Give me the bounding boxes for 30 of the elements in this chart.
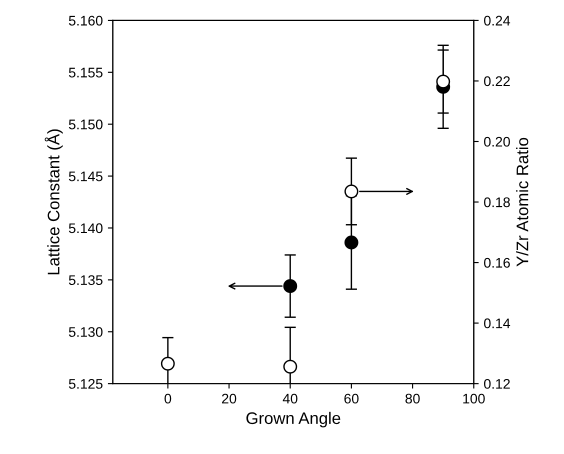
point — [283, 279, 298, 294]
x-tick-label: 100 — [463, 394, 485, 404]
x-tick-label: 60 — [344, 394, 359, 404]
y2-tick-label: 0.14 — [484, 318, 510, 328]
y-tick-label: 5.135 — [68, 275, 102, 286]
x-tick-label: 20 — [222, 394, 236, 404]
x-tick-label: 40 — [282, 394, 298, 404]
point — [344, 184, 358, 198]
y2-tick-label: 0.12 — [484, 378, 510, 389]
point — [436, 74, 450, 89]
y2-tick-label: 0.20 — [484, 136, 510, 147]
point — [344, 236, 358, 250]
y2-tick-label: 0.22 — [484, 76, 510, 86]
y-tick-label: 5.130 — [68, 327, 103, 337]
x-tick-label: 80 — [405, 394, 420, 404]
y-axis-title: Lattice Constant (Å) — [44, 129, 63, 274]
point — [160, 356, 175, 371]
point — [283, 360, 298, 374]
y-tick-label: 5.145 — [68, 172, 102, 182]
y2-tick-label: 0.18 — [484, 197, 510, 208]
y-tick-label: 5.155 — [68, 68, 102, 78]
y-tick-label: 5.140 — [68, 223, 103, 234]
x-tick-label: 0 — [164, 394, 172, 404]
y-tick-label: 5.160 — [68, 16, 103, 26]
y-tick-label: 5.125 — [68, 378, 102, 389]
y2-tick-label: 0.16 — [484, 258, 510, 268]
y2-axis-title: Y/Zr Atomic Ratio — [516, 138, 528, 266]
y2-tick-label: 0.24 — [484, 16, 510, 26]
y-tick-label: 5.150 — [68, 120, 103, 130]
x-axis-title: Grown Angle — [246, 412, 340, 428]
